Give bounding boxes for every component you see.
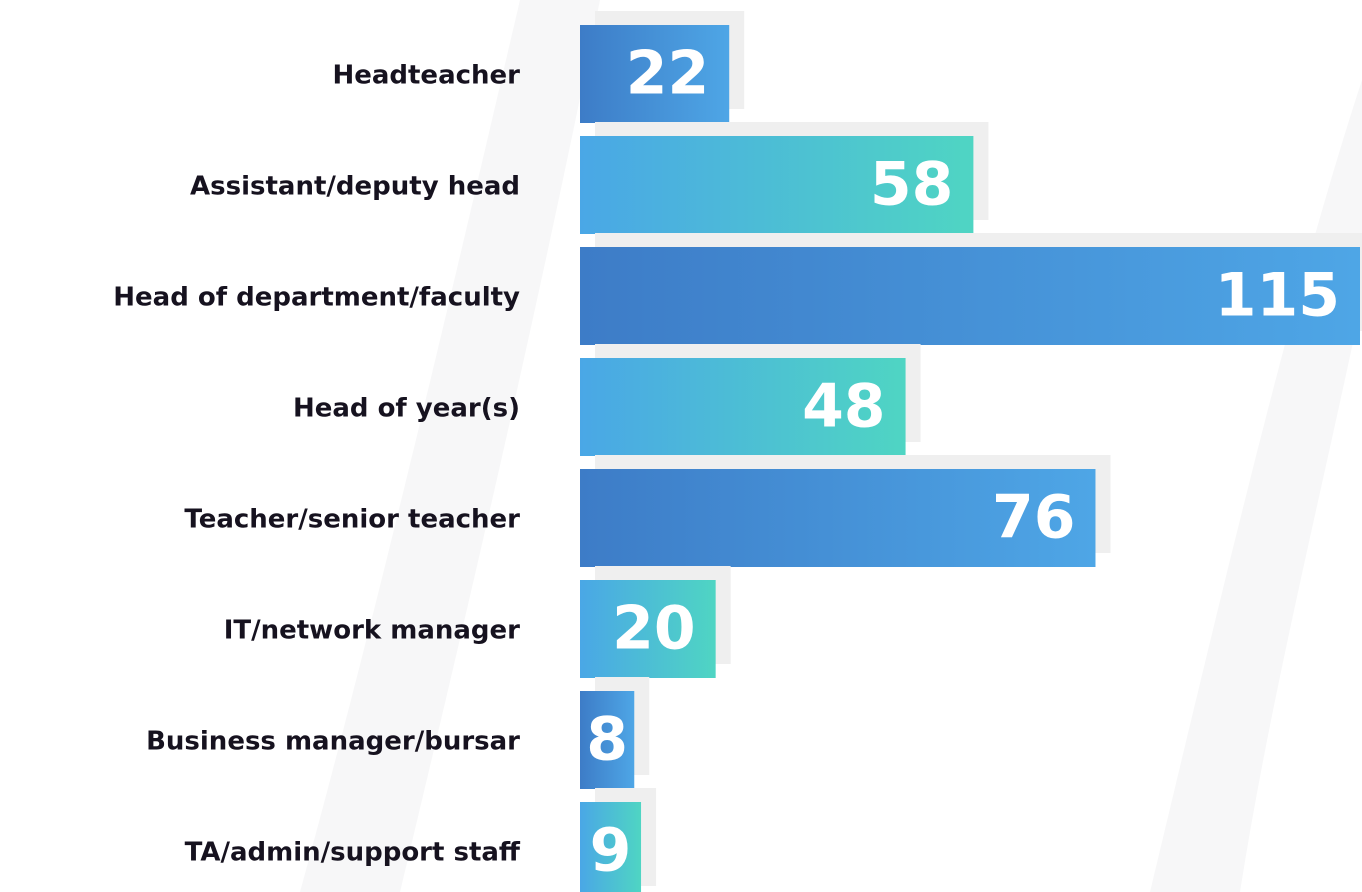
category-label: Head of department/faculty (113, 283, 520, 313)
bar (580, 469, 1096, 567)
value-label: 9 (590, 816, 632, 886)
value-label: 48 (802, 372, 886, 442)
category-label: TA/admin/support staff (185, 838, 521, 868)
bar (580, 247, 1360, 345)
value-label: 115 (1215, 261, 1340, 331)
category-label: Headteacher (332, 61, 520, 91)
value-label: 58 (870, 150, 954, 220)
category-label: Teacher/senior teacher (184, 505, 520, 535)
value-label: 22 (626, 39, 710, 109)
bar (580, 691, 635, 789)
bar (580, 136, 974, 234)
bar (580, 25, 730, 123)
bar (580, 358, 906, 456)
category-label: Business manager/bursar (146, 727, 520, 757)
category-label: IT/network manager (224, 616, 520, 646)
background-swoosh (1150, 80, 1362, 892)
background-swoosh (300, 0, 600, 892)
value-label: 8 (586, 705, 628, 775)
category-label: Assistant/deputy head (190, 172, 520, 202)
category-label: Head of year(s) (293, 394, 520, 424)
value-label: 76 (992, 483, 1076, 553)
bar (580, 802, 642, 892)
value-label: 20 (612, 594, 696, 664)
bar (580, 580, 716, 678)
